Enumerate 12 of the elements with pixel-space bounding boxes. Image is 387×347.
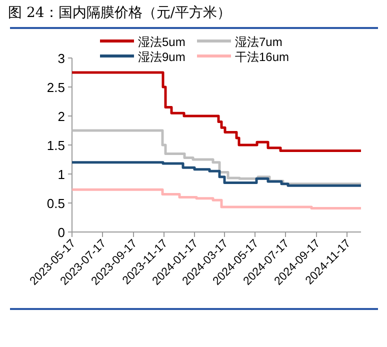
- legend-label: 干法16um: [235, 50, 290, 64]
- legend-label: 湿法5um: [138, 35, 186, 49]
- y-tick-label: 0.5: [46, 196, 65, 211]
- legend-label: 湿法7um: [235, 35, 282, 49]
- y-tick-label: 1.5: [46, 138, 65, 153]
- y-tick-label: 0: [58, 225, 65, 240]
- chart-title: 图 24：国内隔膜价格（元/平方米）: [8, 5, 231, 21]
- y-tick-label: 2: [58, 109, 65, 124]
- y-tick-label: 1: [58, 167, 65, 182]
- legend-label: 湿法9um: [138, 50, 186, 64]
- y-tick-label: 3: [58, 51, 65, 66]
- y-tick-label: 2.5: [46, 80, 65, 95]
